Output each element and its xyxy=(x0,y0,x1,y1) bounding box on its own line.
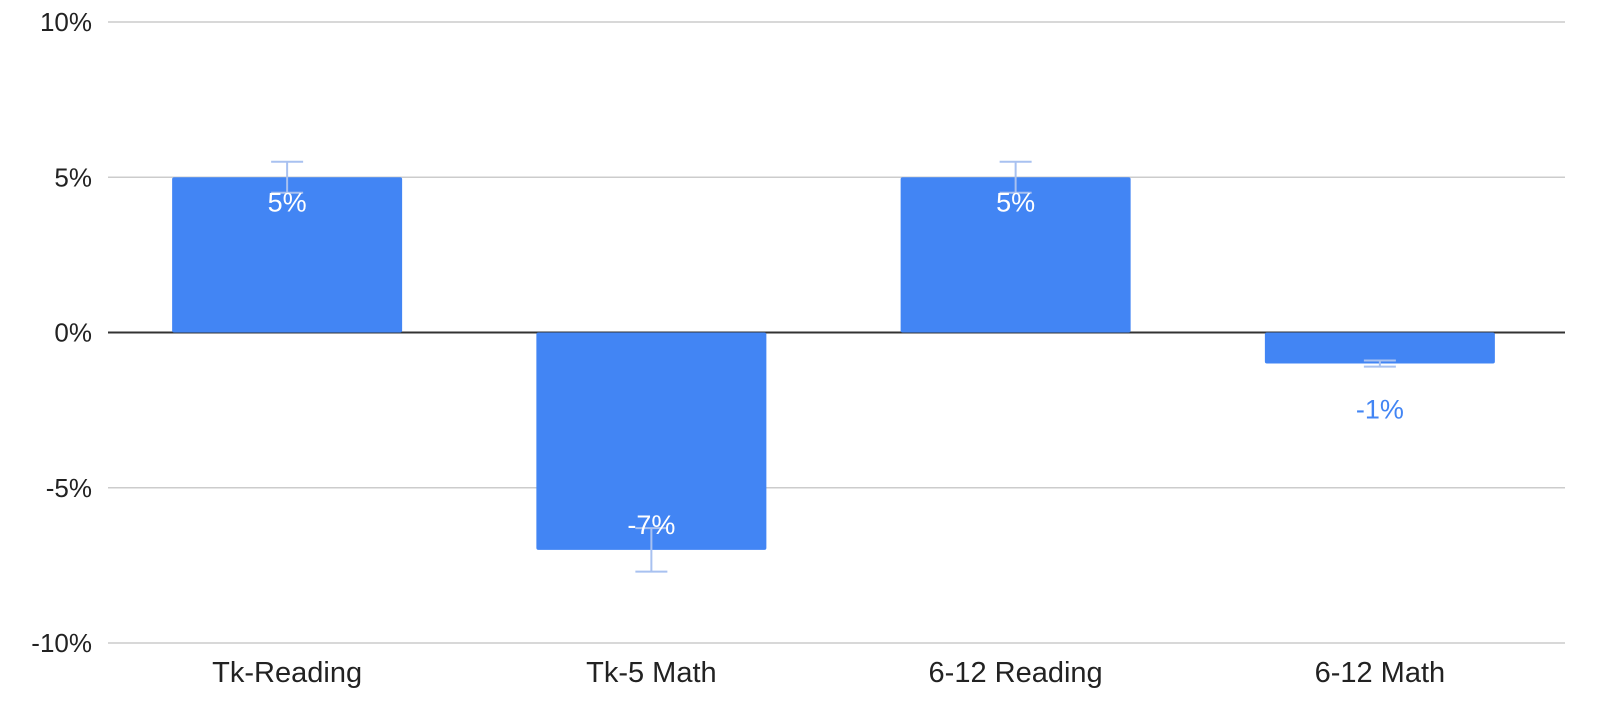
y-tick-label: -10% xyxy=(31,628,92,658)
x-category-label: 6-12 Math xyxy=(1315,657,1446,689)
data-label: 5% xyxy=(268,187,307,217)
data-label: -7% xyxy=(627,510,675,540)
bar xyxy=(536,332,767,550)
bar xyxy=(172,177,403,333)
y-tick-label: 5% xyxy=(54,162,92,192)
data-label: -1% xyxy=(1356,395,1404,425)
y-tick-label: -5% xyxy=(46,473,92,503)
y-tick-label: 0% xyxy=(54,318,92,348)
bar xyxy=(900,177,1131,333)
x-category-label: 6-12 Reading xyxy=(929,657,1103,689)
x-category-label: Tk-5 Math xyxy=(586,657,717,689)
bar xyxy=(1264,332,1495,364)
y-tick-label: 10% xyxy=(40,7,92,37)
x-category-label: Tk-Reading xyxy=(212,657,362,689)
data-label: 5% xyxy=(996,187,1035,217)
